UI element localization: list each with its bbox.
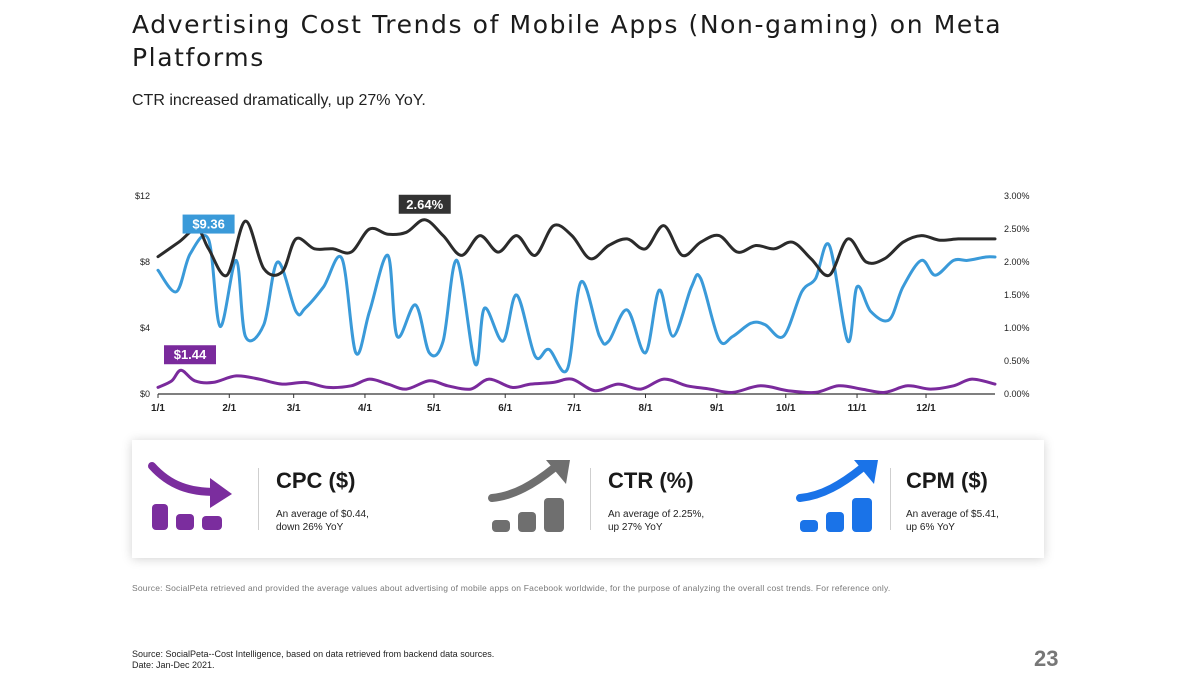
right-axis: 0.00% 0.50% 1.00% 1.50% 2.00% 2.50% 3.00%: [1004, 191, 1030, 399]
right-tick-label: 2.00%: [1004, 257, 1030, 267]
x-tick-label: 7/1: [567, 403, 581, 414]
metric-cpm: CPM ($) An average of $5.41, up 6% YoY: [782, 440, 1044, 558]
trend-up-icon: [488, 460, 570, 532]
left-tick-label: $4: [140, 323, 150, 333]
source-note: Source: SocialPeta retrieved and provide…: [132, 583, 891, 593]
right-tick-label: 0.00%: [1004, 389, 1030, 399]
series-line-cpc: [156, 368, 997, 395]
metric-title: CTR (%): [608, 468, 694, 493]
right-tick-label: 1.00%: [1004, 323, 1030, 333]
callout-box: [398, 194, 451, 214]
left-tick-label: $12: [135, 191, 150, 201]
metric-title: CPM ($): [906, 468, 988, 493]
callout-box: [164, 345, 216, 365]
callout-label: $1.44: [174, 347, 207, 362]
metric-ctr: CTR (%) An average of 2.25%, up 27% YoY: [472, 440, 772, 558]
callout-ctr: 2.64%: [398, 194, 451, 214]
trend-down-icon: [148, 462, 232, 530]
x-tick-label: 6/1: [498, 403, 512, 414]
x-tick-label: 3/1: [287, 403, 301, 414]
metric-cpc: CPC ($) An average of $0.44, down 26% Yo…: [132, 440, 432, 558]
metrics-summary-panel: CPC ($) An average of $0.44, down 26% Yo…: [132, 440, 1044, 558]
left-tick-label: $8: [140, 257, 150, 267]
x-axis: 1/1 2/1 3/1 4/1 5/1 6/1 7/1 8/1 9/1 10/1 11/1 12/1: [151, 393, 995, 414]
series-layer: [156, 218, 997, 395]
callout-label: 2.64%: [406, 197, 443, 212]
callout-layer: 2.64% $9.36 $1.44: [164, 194, 451, 365]
left-axis: $0 $4 $8 $12: [135, 191, 150, 399]
metric-title: CPC ($): [276, 468, 356, 493]
line-chart: $0 $4 $8 $12 0.00% 0.50% 1.00% 1.50% 2.00% 2.50%…: [135, 191, 1030, 414]
series-line-ctr: [156, 218, 997, 278]
x-tick-label: 9/1: [710, 403, 724, 414]
page-subtitle: CTR increased dramatically, up 27% YoY.: [132, 92, 426, 109]
x-tick-label: 2/1: [222, 403, 236, 414]
callout-cpc: $1.44: [164, 345, 216, 365]
source-footer: Source: SocialPeta--Cost Intelligence, b…: [132, 649, 495, 670]
x-tick-label: 8/1: [639, 403, 653, 414]
x-tick-label: 11/1: [848, 403, 867, 414]
left-tick-label: $0: [140, 389, 150, 399]
page-number: 23: [1034, 646, 1059, 671]
metric-divider: [890, 468, 891, 530]
x-tick-label: 5/1: [427, 403, 441, 414]
metric-description: An average of $5.41, up 6% YoY: [906, 509, 999, 533]
callout-cpm: $9.36: [182, 214, 235, 234]
metric-divider: [258, 468, 259, 530]
metric-divider: [590, 468, 591, 530]
page-title: Advertising Cost Trends of Mobile Apps (…: [132, 10, 1003, 72]
series-line-cpm: [156, 233, 997, 374]
callout-box: [182, 214, 235, 234]
right-tick-label: 3.00%: [1004, 191, 1030, 201]
x-tick-label: 12/1: [916, 403, 936, 414]
right-tick-label: 1.50%: [1004, 290, 1030, 300]
right-tick-label: 2.50%: [1004, 224, 1030, 234]
right-tick-label: 0.50%: [1004, 356, 1030, 366]
x-tick-label: 4/1: [358, 403, 372, 414]
metric-description: An average of $0.44, down 26% YoY: [276, 509, 369, 533]
x-tick-label: 10/1: [776, 403, 796, 414]
callout-label: $9.36: [192, 217, 225, 232]
x-tick-label: 1/1: [151, 403, 165, 414]
trend-up-icon: [796, 460, 878, 532]
metric-description: An average of 2.25%, up 27% YoY: [608, 509, 705, 533]
